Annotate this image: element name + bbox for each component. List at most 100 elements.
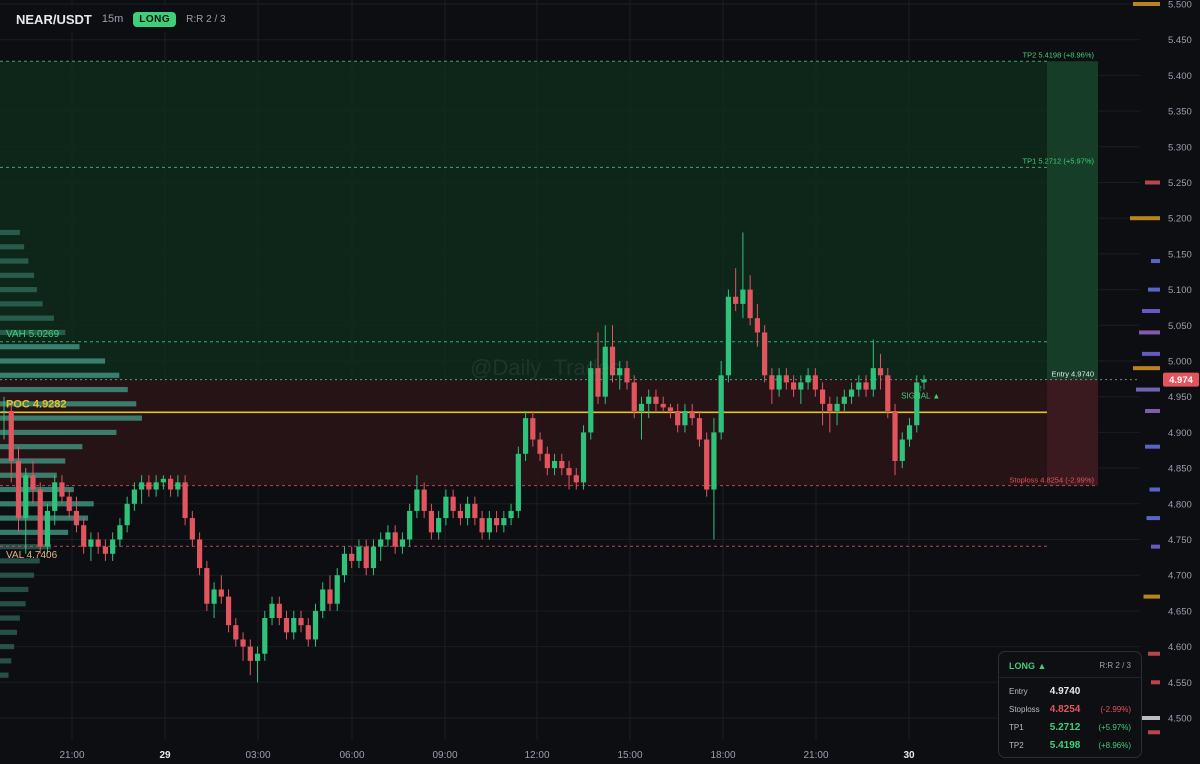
timeframe-label[interactable]: 15m <box>101 13 124 25</box>
y-tick-label: 5.100 <box>1168 285 1192 296</box>
target-zone <box>0 61 1098 380</box>
orderbook-bar <box>1145 180 1160 185</box>
orderbook-bar <box>1133 2 1160 6</box>
y-tick-label: 4.800 <box>1168 499 1192 510</box>
candle-body <box>160 478 166 483</box>
volume-profile-bar <box>0 586 29 593</box>
candle-body <box>102 546 109 554</box>
candle-body <box>414 489 420 511</box>
candle-body <box>23 475 29 519</box>
candle-body <box>725 296 732 376</box>
candle-body <box>218 589 224 597</box>
candle-body <box>754 318 760 333</box>
candle-body <box>653 396 659 404</box>
volume-profile-bar <box>0 415 142 421</box>
orderbook-bar <box>1146 516 1160 521</box>
candle-body <box>356 546 362 561</box>
candle-body <box>443 496 449 519</box>
candle-body <box>906 425 913 440</box>
candle-body <box>877 368 884 376</box>
candle-body <box>863 382 869 390</box>
orderbook-bar <box>1148 651 1160 656</box>
candle-body <box>334 575 340 604</box>
candle-body <box>392 532 398 547</box>
candle-body <box>914 382 920 426</box>
candle-body <box>551 460 558 469</box>
candle-body <box>320 589 326 611</box>
candle-body <box>544 453 550 469</box>
candle-body <box>305 625 311 640</box>
candle-body <box>704 439 710 490</box>
candle-body <box>812 375 818 390</box>
orderbook-bar <box>1148 287 1160 292</box>
candle-body <box>73 510 80 526</box>
signal-label: SIGNAL ▲ <box>901 392 940 401</box>
volume-profile-bar <box>0 486 74 493</box>
y-tick-label: 4.700 <box>1168 571 1192 582</box>
x-tick-label: 18:00 <box>710 750 735 761</box>
x-tick-label: 21:00 <box>59 750 84 761</box>
candle-body <box>37 489 43 547</box>
poc-label: POC 4.9282 <box>6 398 67 410</box>
y-tick-label: 4.750 <box>1168 535 1192 546</box>
vah-label: VAH 5.0269 <box>6 329 60 340</box>
y-tick-label: 4.550 <box>1168 678 1192 689</box>
volume-profile-bar <box>0 644 15 650</box>
candle-body <box>349 553 355 561</box>
candle-body <box>363 546 369 569</box>
candle-body <box>646 396 652 404</box>
candle-body <box>827 403 833 411</box>
x-tick-label: 09:00 <box>432 750 457 761</box>
orderbook-bar <box>1139 716 1160 720</box>
target-zone-edge <box>1047 61 1098 380</box>
volume-profile-bar <box>0 529 69 535</box>
val-label: VAL 4.7406 <box>6 550 58 561</box>
candle-body <box>493 518 500 526</box>
candle-body <box>291 618 297 633</box>
orderbook-bar <box>1145 444 1160 449</box>
symbol-label[interactable]: NEAR/USDT <box>16 11 92 27</box>
y-tick-label: 5.500 <box>1168 0 1192 11</box>
candle-body <box>95 539 101 547</box>
candle-body <box>515 453 521 511</box>
volume-profile-bar <box>0 386 128 393</box>
orderbook-bar <box>1148 730 1160 735</box>
orderbook-bar <box>1133 366 1160 371</box>
price-tag <box>1163 372 1199 387</box>
candle-body <box>501 518 507 526</box>
volume-profile-bar <box>0 372 120 378</box>
y-tick-label: 5.250 <box>1168 178 1192 189</box>
candle-body <box>421 489 427 511</box>
candle-body <box>617 368 623 376</box>
candle-body <box>52 482 58 511</box>
candle-body <box>211 589 217 604</box>
candle-body <box>189 518 195 540</box>
candle-body <box>269 603 275 619</box>
candle-body <box>399 539 406 547</box>
candle-body <box>327 589 333 604</box>
tp1-label: TP1 5.2712 (+5.97%) <box>1022 156 1094 165</box>
candle-body <box>465 503 471 519</box>
candle-body <box>276 603 282 619</box>
x-tick-label: 30 <box>903 750 915 761</box>
candle-body <box>682 410 688 426</box>
risk-reward-label: R:R 2 / 3 <box>186 13 226 25</box>
candle-body <box>247 646 253 661</box>
candle-body <box>638 403 645 411</box>
candle-body <box>718 375 724 433</box>
candle-body <box>88 539 94 547</box>
x-tick-label: 03:00 <box>245 750 270 761</box>
candle-body <box>139 482 145 490</box>
panel-row-tp2: TP2 5.4198 (+8.96%) <box>1009 739 1131 751</box>
candle-body <box>588 368 594 433</box>
candle-body <box>298 618 304 626</box>
candle-body <box>522 418 529 454</box>
candle-body <box>848 389 855 397</box>
volume-profile-bar <box>0 258 29 264</box>
orderbook-bar <box>1142 351 1160 356</box>
volume-profile-bar <box>0 329 66 336</box>
candle-body <box>262 618 268 654</box>
y-tick-label: 5.350 <box>1168 107 1192 118</box>
chart-header: NEAR/USDT 15m LONG R:R 2 / 3 <box>6 6 236 32</box>
